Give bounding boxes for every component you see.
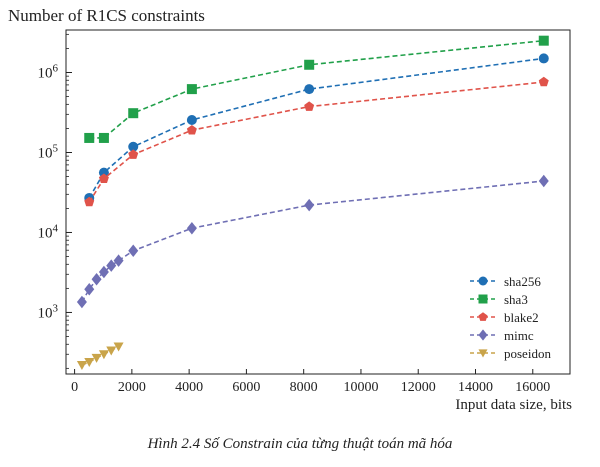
legend-marker-poseidon (478, 349, 488, 358)
figure-caption: Hình 2.4 Số Constrain của từng thuật toá… (147, 436, 453, 452)
data-point-sha256 (186, 114, 197, 125)
data-point-sha256 (538, 53, 549, 64)
data-point-sha3 (304, 59, 315, 70)
y-tick-label: 105 (38, 142, 59, 161)
legend-marker-blake2 (478, 312, 488, 321)
x-tick-label: 12000 (401, 380, 436, 395)
y-tick-label: 103 (38, 302, 59, 321)
data-point-blake2 (98, 173, 109, 183)
data-point-poseidon (106, 346, 117, 356)
data-point-sha3 (538, 35, 549, 46)
legend-label-poseidon: poseidon (504, 346, 551, 361)
data-point-mimc (106, 259, 117, 272)
legend-label-blake2: blake2 (504, 310, 539, 325)
data-point-sha256 (304, 84, 315, 95)
chart-svg: Number of R1CS constraints 0 2000 4000 6000 8… (8, 6, 572, 413)
legend-label-sha3: sha3 (504, 292, 528, 307)
data-point-sha3 (98, 132, 109, 143)
plot-frame (65, 29, 571, 375)
data-point-mimc (76, 295, 87, 309)
legend-marker-sha3 (478, 294, 488, 304)
x-tick-label: 8000 (290, 380, 318, 395)
y-tick-label: 106 (38, 63, 59, 82)
series-line-mimc (81, 180, 544, 303)
x-tick-label: 2000 (118, 380, 146, 395)
legend-marker-mimc (478, 329, 488, 341)
series-line-sha256 (88, 57, 544, 199)
data-point-poseidon (76, 361, 87, 371)
data-point-mimc (84, 283, 95, 296)
data-point-blake2 (538, 76, 549, 87)
data-point-mimc (186, 221, 197, 235)
x-tick-label: 4000 (175, 380, 203, 395)
data-point-poseidon (113, 342, 124, 352)
data-point-sha3 (186, 84, 197, 95)
legend-label-mimc: mimc (504, 328, 534, 343)
data-point-blake2 (128, 149, 139, 159)
data-point-mimc (304, 198, 315, 212)
series-line-blake2 (88, 81, 544, 203)
x-tick-label: 0 (71, 380, 78, 395)
y-tick-label: 104 (38, 222, 59, 241)
data-point-blake2 (304, 101, 315, 111)
data-point-mimc (113, 254, 124, 267)
data-point-poseidon (91, 353, 102, 363)
x-tick-label: 6000 (232, 380, 260, 395)
data-point-mimc (128, 244, 139, 258)
data-point-sha256 (98, 167, 109, 178)
data-point-sha256 (128, 141, 139, 152)
x-axis-title: Input data size, bits (455, 397, 572, 413)
data-point-poseidon (98, 350, 109, 360)
data-point-sha3 (84, 132, 95, 143)
data-point-poseidon (84, 358, 95, 368)
data-point-sha3 (128, 108, 139, 119)
x-tick-label: 14000 (458, 380, 493, 395)
data-point-mimc (91, 273, 102, 286)
x-tick-label: 16000 (515, 380, 550, 395)
data-point-mimc (98, 265, 109, 279)
data-point-mimc (538, 174, 549, 188)
data-point-blake2 (84, 196, 95, 207)
legend-label-sha256: sha256 (504, 274, 541, 289)
legend-marker-sha256 (478, 276, 488, 286)
y-axis-title: Number of R1CS constraints (8, 6, 205, 25)
data-point-blake2 (186, 124, 197, 135)
x-tick-label: 10000 (343, 380, 378, 395)
series-line-sha3 (89, 39, 544, 139)
